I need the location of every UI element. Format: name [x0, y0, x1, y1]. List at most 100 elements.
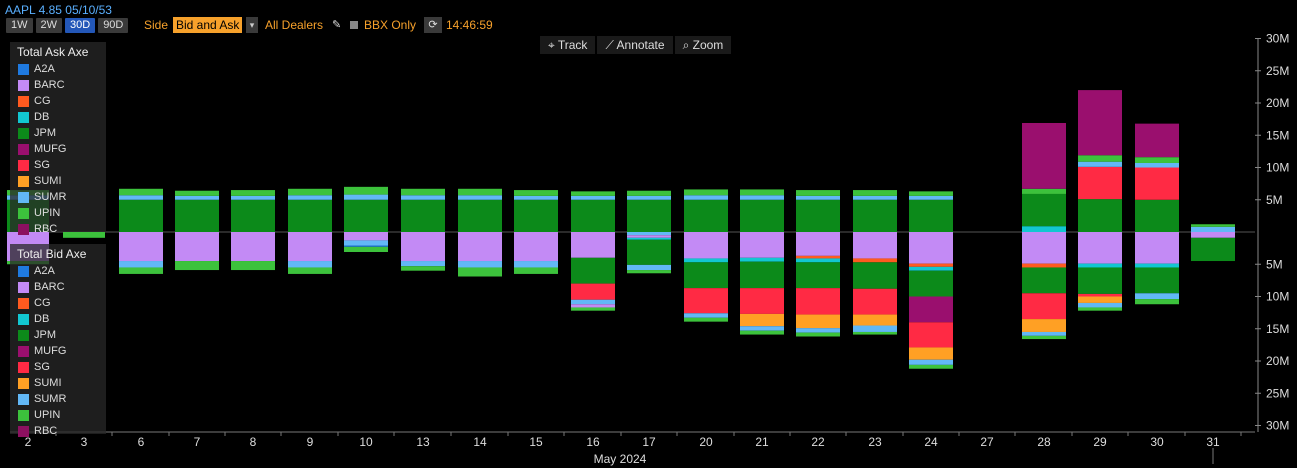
bid-bar-barc	[909, 232, 953, 264]
ask-legend-item[interactable]: SG	[10, 157, 106, 173]
bid-bar-sg	[740, 288, 784, 314]
legend-label: DB	[34, 111, 50, 123]
ask-legend-item[interactable]: BARC	[10, 77, 106, 93]
tab-1w[interactable]: 1W	[6, 18, 33, 33]
bid-bar-sumr	[344, 240, 388, 246]
pencil-icon[interactable]: ✎	[332, 19, 342, 31]
ask-bar-jpm	[1022, 193, 1066, 227]
legend-swatch	[18, 175, 29, 187]
ask-bar-jpm	[458, 199, 502, 232]
bid-bar-upin	[1022, 335, 1066, 340]
bid-bar-sumi	[853, 314, 897, 326]
bid-legend-item[interactable]: DB	[10, 311, 106, 327]
bid-bar-upin	[1135, 299, 1179, 305]
tab-90d[interactable]: 90D	[98, 18, 129, 33]
x-tick-label: 22	[811, 435, 825, 449]
bid-bar-jpm	[740, 261, 784, 289]
ask-legend-item[interactable]: DB	[10, 109, 106, 125]
bid-legend: Total Bid Axe A2A BARC CG DB JPM MUFG SG SUMI SU…	[10, 244, 106, 437]
crosshair-icon: ⌖	[548, 38, 558, 52]
x-axis: 2 3 6 7 8 9 10 13 14 15 16 17 20 21 22 23 24 27 28 29 30 31Ma…	[25, 432, 1242, 466]
bid-bar-sumr	[1022, 331, 1066, 336]
legend-swatch	[18, 159, 29, 171]
ask-legend-item[interactable]: RBC	[10, 221, 106, 237]
y-tick-label: 5M	[1266, 193, 1283, 207]
x-tick-label: 14	[473, 435, 487, 449]
bid-legend-item[interactable]: UPIN	[10, 407, 106, 423]
ask-bar-sg	[1135, 167, 1179, 200]
ask-legend-item[interactable]: A2A	[10, 61, 106, 77]
y-tick-label: 10M	[1266, 161, 1289, 175]
ask-bar-sumr	[1191, 226, 1235, 232]
ask-bar-jpm	[684, 199, 728, 232]
annotate-button[interactable]: ⟋ Annotate	[597, 36, 673, 54]
bid-bar-upin	[175, 261, 219, 271]
legend-label: A2A	[34, 265, 55, 277]
legend-label: JPM	[34, 329, 56, 341]
security-title: AAPL 4.85 05/10/53	[5, 3, 112, 17]
ask-bar-upin	[231, 190, 275, 196]
side-select[interactable]: Bid and Ask	[173, 17, 243, 33]
bid-legend-item[interactable]: JPM	[10, 327, 106, 343]
ask-bar-upin	[853, 190, 897, 196]
bid-legend-item[interactable]: BARC	[10, 279, 106, 295]
ask-bar-sumr	[175, 195, 219, 200]
legend-swatch	[18, 265, 29, 277]
bid-bar-sumr	[627, 264, 671, 271]
ask-bar-upin	[1022, 188, 1066, 194]
bid-bar-barc	[796, 232, 840, 256]
ask-legend-item[interactable]: SUMR	[10, 189, 106, 205]
x-tick-label: 3	[81, 435, 88, 449]
refresh-icon[interactable]: ⟳	[424, 17, 442, 33]
ask-bar-sumr	[909, 195, 953, 200]
bid-bar-jpm	[1022, 267, 1066, 294]
bid-legend-item[interactable]: A2A	[10, 263, 106, 279]
tab-2w[interactable]: 2W	[35, 18, 62, 33]
bid-legend-item[interactable]: SUMI	[10, 375, 106, 391]
bid-bar-cg	[796, 255, 840, 259]
legend-swatch	[18, 313, 29, 325]
header-bar: AAPL 4.85 05/10/53 1W 2W 30D 90D Side Bi…	[0, 0, 1297, 40]
x-tick-label: 6	[138, 435, 145, 449]
bid-legend-item[interactable]: SG	[10, 359, 106, 375]
chart-toolbar: ⌖ Track ⟋ Annotate ⌕ Zoom	[540, 36, 733, 54]
bbx-only-label: BBX Only	[364, 18, 417, 32]
ask-bar-jpm	[514, 199, 558, 232]
ask-legend-item[interactable]: JPM	[10, 125, 106, 141]
bid-legend-item[interactable]: SUMR	[10, 391, 106, 407]
bid-bar-sumi	[1022, 319, 1066, 332]
track-button[interactable]: ⌖ Track	[540, 36, 596, 54]
y-axis: 30M 25M 20M 15M 10M 5M 5M 10M 15M 20M 25M 30M	[1255, 32, 1289, 433]
bid-bar-upin	[458, 267, 502, 277]
chevron-down-icon[interactable]: ▾	[246, 17, 258, 33]
bid-bar-jpm	[909, 270, 953, 297]
ask-legend-item[interactable]: SUMI	[10, 173, 106, 189]
bid-bar-upin	[231, 261, 275, 271]
legend-label: SG	[34, 159, 50, 171]
ask-legend-item[interactable]: MUFG	[10, 141, 106, 157]
legend-label: SUMI	[34, 377, 62, 389]
magnifier-icon: ⌕	[682, 38, 693, 52]
bid-bar-barc	[740, 232, 784, 258]
bid-bar-upin	[571, 307, 615, 311]
bid-legend-item[interactable]: RBC	[10, 423, 106, 439]
bid-bar-jpm	[853, 262, 897, 289]
bid-bar-sg	[853, 288, 897, 315]
bid-bar-sumr	[627, 232, 671, 236]
legend-label: CG	[34, 297, 51, 309]
zoom-button[interactable]: ⌕ Zoom	[674, 36, 732, 54]
ask-legend-item[interactable]: UPIN	[10, 205, 106, 221]
bid-legend-item[interactable]: MUFG	[10, 343, 106, 359]
bid-bar-barc	[627, 235, 671, 238]
bbx-only-checkbox[interactable]	[350, 21, 358, 29]
bid-bar-jpm	[1078, 267, 1122, 294]
dealers-select[interactable]: All Dealers	[265, 18, 324, 32]
bid-bar-sumr	[909, 359, 953, 365]
ask-legend-item[interactable]: CG	[10, 93, 106, 109]
tab-30d[interactable]: 30D	[65, 18, 96, 33]
ask-bar-jpm	[627, 199, 671, 232]
ask-bar-upin	[571, 191, 615, 196]
x-tick-label: 28	[1037, 435, 1051, 449]
bid-legend-item[interactable]: CG	[10, 295, 106, 311]
bid-bar-barc	[344, 232, 388, 241]
